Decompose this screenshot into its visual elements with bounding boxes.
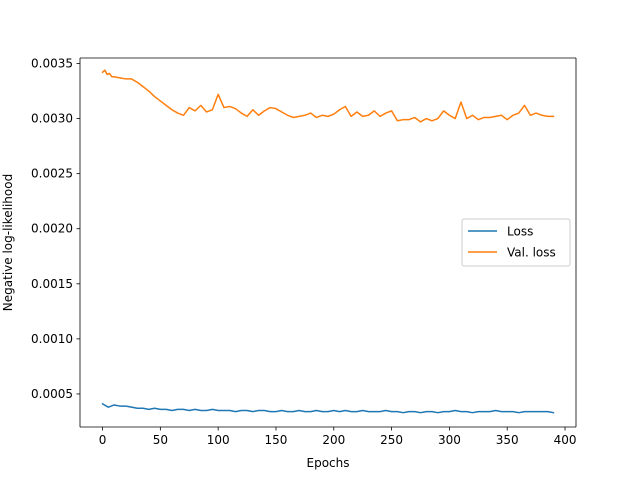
x-tick-label: 250	[380, 433, 403, 447]
x-tick-label: 300	[438, 433, 461, 447]
y-axis-ticks: 0.0005 0.0010 0.0015 0.0020 0.0025 0.0030 0.00…	[31, 57, 80, 401]
x-tick-label: 100	[207, 433, 230, 447]
x-axis-label: Epochs	[307, 456, 350, 470]
y-tick-label: 0.0015	[31, 277, 73, 291]
x-axis-ticks: 0 50 100 150 200 250 300 350 400	[99, 427, 577, 447]
legend-label-val-loss: Val. loss	[507, 246, 556, 260]
y-axis-label: Negative log-likelihood	[1, 174, 15, 311]
y-tick-label: 0.0005	[31, 387, 73, 401]
y-tick-label: 0.0030	[31, 112, 73, 126]
y-tick-label: 0.0020	[31, 222, 73, 236]
legend: Loss Val. loss	[461, 218, 571, 267]
x-tick-label: 200	[322, 433, 345, 447]
series-line-loss	[101, 402, 555, 414]
y-tick-label: 0.0035	[31, 57, 73, 71]
y-tick-label: 0.0025	[31, 167, 73, 181]
legend-label-loss: Loss	[507, 225, 533, 239]
series-line-val-loss	[101, 69, 555, 123]
x-tick-label: 400	[554, 433, 577, 447]
x-tick-label: 350	[496, 433, 519, 447]
y-tick-label: 0.0010	[31, 332, 73, 346]
axes-frame	[79, 57, 577, 428]
x-tick-label: 150	[265, 433, 288, 447]
x-tick-label: 0	[99, 433, 107, 447]
x-tick-label: 50	[153, 433, 168, 447]
series-layer	[101, 69, 555, 414]
